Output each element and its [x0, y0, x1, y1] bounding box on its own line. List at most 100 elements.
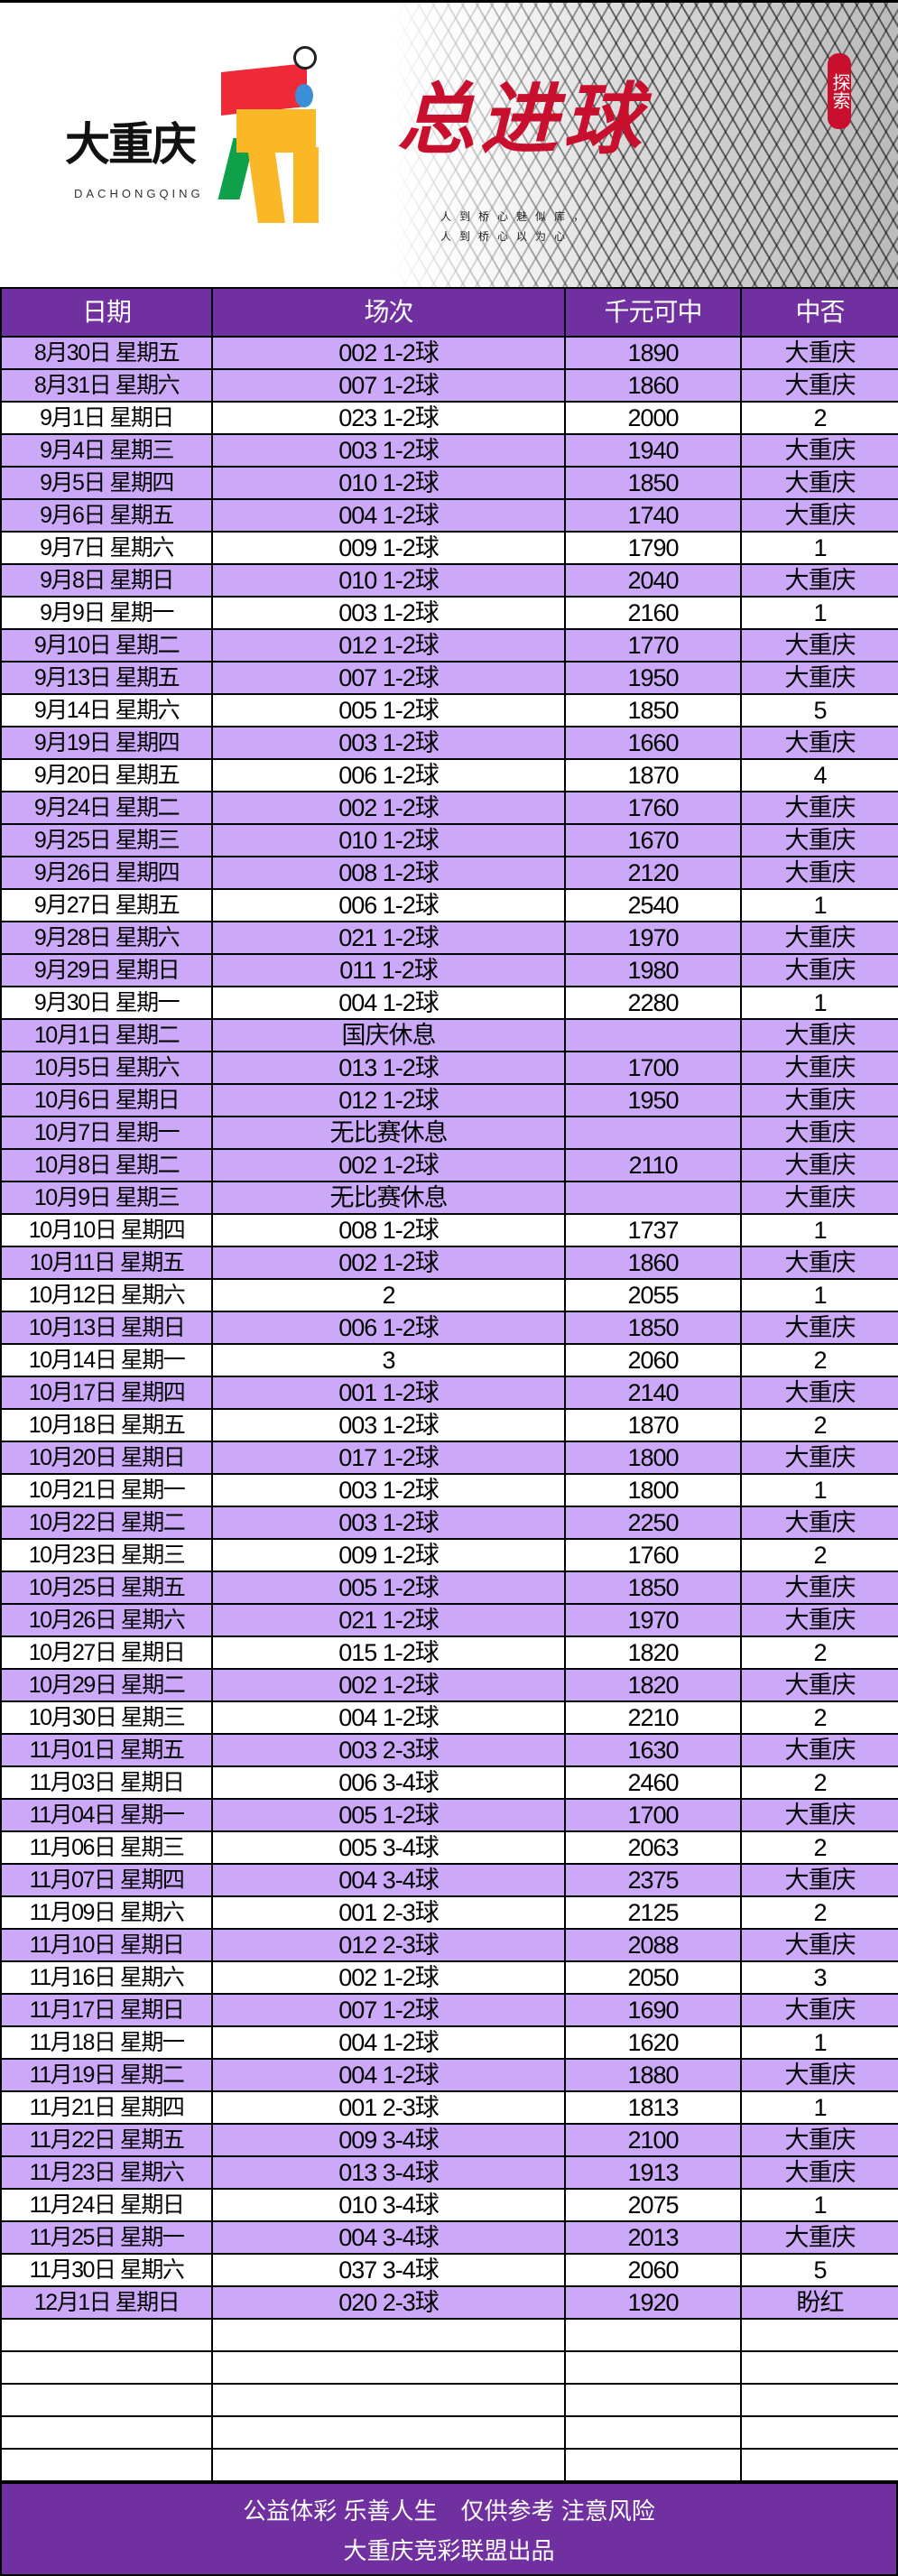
cell-match: 004 1-2球 — [211, 2058, 566, 2092]
cell-payout: 1630 — [564, 1733, 742, 1767]
table-row: 11月03日 星期日 006 3-4球 2460 2 — [0, 1765, 898, 1800]
table-row: 9月29日 星期日 011 1-2球 1980 大重庆 — [0, 953, 898, 987]
cell-match: 001 2-3球 — [211, 1895, 566, 1930]
table-row: 11月24日 星期日 010 3-4球 2075 1 — [0, 2188, 898, 2222]
cell-match: 013 1-2球 — [211, 1051, 566, 1085]
cell-payout: 2088 — [564, 1928, 742, 1962]
cell-date: 10月29日 星期二 — [0, 1668, 213, 1702]
cell-match: 003 1-2球 — [211, 433, 566, 468]
cell-match: 002 1-2球 — [211, 1960, 566, 1995]
cell-date: 10月23日 星期三 — [0, 1538, 213, 1572]
table-row: 9月5日 星期四 010 1-2球 1850 大重庆 — [0, 466, 898, 500]
cell-match: 001 1-2球 — [211, 1376, 566, 1410]
cell-date: 10月8日 星期二 — [0, 1148, 213, 1182]
table-row: 9月20日 星期五 006 1-2球 1870 4 — [0, 758, 898, 792]
cell-result: 大重庆 — [740, 2123, 898, 2157]
cell-date: 8月30日 星期五 — [0, 336, 213, 370]
logo-yellow-leg — [293, 147, 319, 223]
cell-payout: 1913 — [564, 2155, 742, 2190]
table-row — [0, 2383, 898, 2417]
cell-date: 9月25日 星期三 — [0, 823, 213, 857]
cell-result: 2 — [740, 1830, 898, 1865]
table-row: 9月30日 星期一 004 1-2球 2280 1 — [0, 986, 898, 1020]
cell-match — [211, 2448, 566, 2482]
cell-payout: 1790 — [564, 531, 742, 565]
cell-date: 11月19日 星期二 — [0, 2058, 213, 2092]
table-row: 9月14日 星期六 005 1-2球 1850 5 — [0, 693, 898, 727]
cell-match: 007 1-2球 — [211, 368, 566, 403]
cell-result: 大重庆 — [740, 1148, 898, 1182]
cell-match: 2 — [211, 1278, 566, 1312]
cell-match: 3 — [211, 1343, 566, 1377]
cell-payout: 1950 — [564, 661, 742, 695]
table-row: 9月28日 星期六 021 1-2球 1970 大重庆 — [0, 921, 898, 955]
cell-match — [211, 2383, 566, 2417]
table-row: 11月01日 星期五 003 2-3球 1630 大重庆 — [0, 1733, 898, 1767]
cell-date: 10月9日 星期三 — [0, 1181, 213, 1215]
cell-result: 大重庆 — [740, 726, 898, 760]
cell-result: 大重庆 — [740, 466, 898, 500]
cell-result: 大重庆 — [740, 856, 898, 890]
cell-date: 11月10日 星期日 — [0, 1928, 213, 1962]
cell-payout: 1737 — [564, 1213, 742, 1247]
cell-result: 大重庆 — [740, 1376, 898, 1410]
cell-result: 1 — [740, 2090, 898, 2125]
cell-result: 2 — [740, 1635, 898, 1670]
cell-date: 9月20日 星期五 — [0, 758, 213, 792]
cell-date: 9月13日 星期五 — [0, 661, 213, 695]
cell-result: 大重庆 — [740, 953, 898, 987]
cell-date — [0, 2383, 213, 2417]
cell-date: 11月18日 星期一 — [0, 2025, 213, 2060]
cell-result: 大重庆 — [740, 1018, 898, 1052]
table-row: 10月18日 星期五 003 1-2球 1870 2 — [0, 1408, 898, 1442]
poem-text: 人到桥心魅似库， 人到桥心以为心 — [440, 207, 592, 246]
cell-match — [211, 2318, 566, 2352]
cell-result: 5 — [740, 2253, 898, 2287]
table-row: 10月21日 星期一 003 1-2球 1800 1 — [0, 1473, 898, 1507]
cell-result: 大重庆 — [740, 1798, 898, 1832]
cell-result: 大重庆 — [740, 1571, 898, 1605]
cell-payout: 1870 — [564, 1408, 742, 1442]
table-row: 11月10日 星期日 012 2-3球 2088 大重庆 — [0, 1928, 898, 1962]
cell-date: 11月16日 星期六 — [0, 1960, 213, 1995]
cell-match: 003 1-2球 — [211, 1506, 566, 1540]
cell-match: 002 1-2球 — [211, 1246, 566, 1280]
table-row: 9月26日 星期四 008 1-2球 2120 大重庆 — [0, 856, 898, 890]
cell-payout: 1970 — [564, 1603, 742, 1637]
cell-match: 003 2-3球 — [211, 1733, 566, 1767]
cell-match: 010 1-2球 — [211, 563, 566, 598]
cell-match: 008 1-2球 — [211, 1213, 566, 1247]
cell-match: 009 1-2球 — [211, 1538, 566, 1572]
cell-date: 10月10日 星期四 — [0, 1213, 213, 1247]
logo-yellow-body — [236, 109, 316, 153]
table-row: 11月30日 星期六 037 3-4球 2060 5 — [0, 2253, 898, 2287]
cell-payout: 1850 — [564, 1571, 742, 1605]
cell-payout: 2060 — [564, 1343, 742, 1377]
cell-result — [740, 2383, 898, 2417]
page-title: 总进球 — [397, 74, 646, 165]
table-row: 11月21日 星期四 001 2-3球 1813 1 — [0, 2090, 898, 2125]
cell-date: 10月12日 星期六 — [0, 1278, 213, 1312]
cell-payout: 2000 — [564, 401, 742, 435]
cell-date: 9月19日 星期四 — [0, 726, 213, 760]
table-body: 8月30日 星期五 002 1-2球 1890 大重庆 8月31日 星期六 007 1-2… — [0, 336, 898, 2482]
cell-date: 9月26日 星期四 — [0, 856, 213, 890]
cell-result: 大重庆 — [740, 1603, 898, 1637]
cell-match: 020 2-3球 — [211, 2285, 566, 2320]
cell-date — [0, 2415, 213, 2450]
seal-stamp: 探索 — [828, 53, 851, 129]
cell-payout — [564, 2383, 742, 2417]
cell-match: 021 1-2球 — [211, 921, 566, 955]
cell-result: 2 — [740, 1895, 898, 1930]
table-row — [0, 2350, 898, 2385]
table-row: 9月4日 星期三 003 1-2球 1940 大重庆 — [0, 433, 898, 468]
cell-result: 大重庆 — [740, 1993, 898, 2027]
cell-match: 010 1-2球 — [211, 466, 566, 500]
table-row: 10月1日 星期二 国庆休息 大重庆 — [0, 1018, 898, 1052]
cell-result: 大重庆 — [740, 2155, 898, 2190]
cell-result: 1 — [740, 1213, 898, 1247]
cell-payout: 1870 — [564, 758, 742, 792]
table-header-row: 日期 场次 千元可中 中否 — [0, 287, 898, 338]
cell-match: 037 3-4球 — [211, 2253, 566, 2287]
cell-payout — [564, 2415, 742, 2450]
